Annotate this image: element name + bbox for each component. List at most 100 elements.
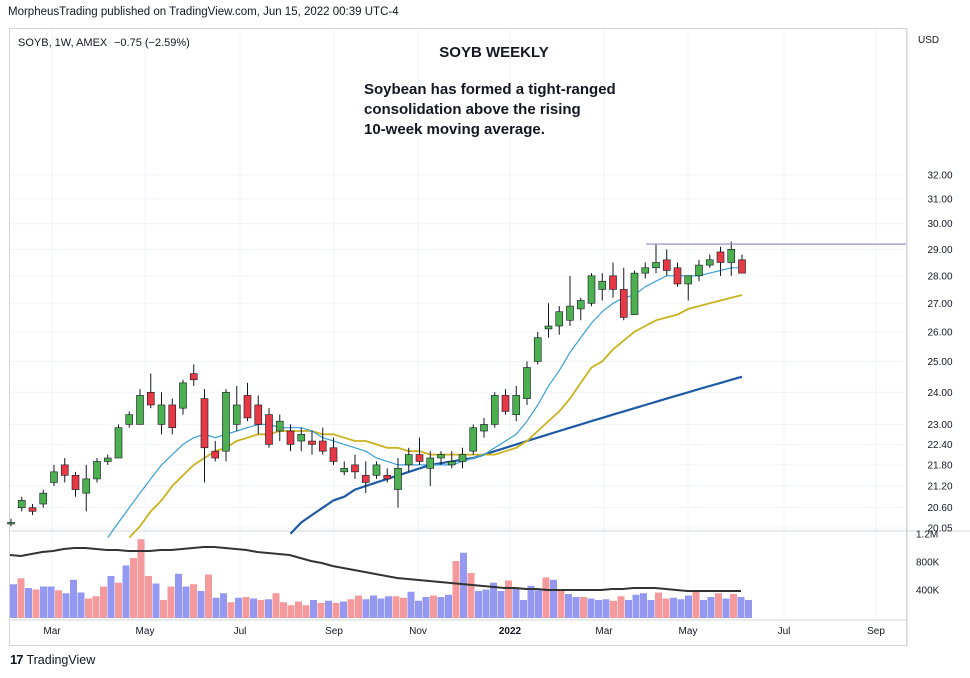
volume-bar [272, 593, 280, 618]
candle [28, 504, 37, 516]
candle [641, 262, 650, 279]
volume-bar [460, 552, 467, 618]
ma20-line [128, 294, 743, 539]
tradingview-brand: TradingView [26, 652, 96, 667]
candle [662, 249, 671, 276]
price-tick-label: 23.00 [927, 420, 952, 431]
candle [566, 275, 574, 327]
volume-bar [490, 582, 497, 618]
time-tick-label: Sep [325, 626, 343, 637]
annotation-line: consolidation above the rising [364, 101, 581, 118]
candle [372, 461, 381, 479]
candle [297, 427, 306, 452]
candle [265, 408, 273, 448]
volume-bar [370, 595, 377, 618]
candle-body [673, 267, 682, 285]
candle [114, 424, 123, 459]
volume-bar [535, 590, 542, 618]
candle-body [232, 404, 241, 425]
symbol-change: −0.75 (−2.59%) [114, 37, 190, 49]
candle-body [404, 454, 413, 466]
candle-body [544, 325, 553, 330]
price-tick-label: 22.40 [927, 440, 952, 451]
time-tick-label: Nov [409, 626, 427, 637]
candle-body [28, 507, 37, 512]
volume-bar [242, 597, 250, 618]
volume-bar [557, 590, 565, 618]
volume-bar [287, 605, 295, 618]
time-tick-label: Mar [595, 626, 613, 637]
volume-bar [602, 599, 610, 618]
volume-bar [205, 574, 212, 618]
volume-bar [527, 585, 535, 618]
volume-bar [62, 593, 70, 618]
candle [684, 275, 693, 301]
volume-bar [475, 591, 482, 618]
volume-bar [692, 591, 700, 618]
candle [71, 471, 80, 497]
candle-body [619, 289, 628, 318]
candle [630, 270, 639, 315]
annotation-line: 10-week moving average. [364, 121, 545, 138]
candle-body [340, 468, 349, 473]
volume-bar [32, 589, 40, 618]
volume-bar [265, 599, 272, 618]
candle-body [243, 395, 252, 419]
candle [329, 437, 338, 465]
candle-body [738, 259, 746, 274]
candle-body [705, 259, 714, 266]
volume-bar [505, 580, 512, 618]
price-tick-label: 21.80 [927, 460, 952, 471]
volume-bar [107, 576, 115, 618]
volume-bar [715, 593, 722, 618]
candle-body [426, 457, 435, 469]
candle [189, 364, 198, 387]
candle [587, 273, 596, 307]
candle-body [555, 311, 564, 327]
volume-bar [670, 597, 677, 618]
volume-tick-label: 400K [916, 586, 940, 597]
candle [232, 386, 241, 432]
volume-bar [647, 600, 655, 618]
volume-bar [662, 598, 670, 618]
candle-body [394, 468, 402, 490]
candle [447, 451, 456, 469]
candle [394, 458, 402, 508]
candle-body [157, 404, 166, 425]
candle [243, 382, 252, 422]
tradingview-footer[interactable]: 17 TradingView [10, 652, 95, 667]
candle-body [523, 367, 531, 399]
volume-bar [452, 561, 460, 618]
candle-body [189, 373, 198, 381]
candle-body [695, 264, 703, 277]
candle [404, 447, 413, 472]
candle-body [684, 275, 693, 285]
candle-body [512, 395, 521, 415]
volume-bar [115, 582, 122, 618]
candle [738, 254, 746, 274]
candle-body [351, 464, 359, 473]
candle [351, 454, 359, 479]
volume-bar [40, 586, 47, 618]
volume-bar [130, 558, 137, 618]
volume-bar [655, 592, 662, 618]
candle [555, 306, 564, 335]
price-tick-label: 24.00 [927, 388, 952, 399]
volume-tick-label: 1.2M [916, 530, 938, 541]
volume-bar [542, 577, 550, 618]
candle [179, 379, 187, 415]
candle-body [136, 395, 144, 425]
volume-bar [730, 594, 737, 618]
volume-bar [355, 595, 362, 618]
volume-bar [422, 597, 430, 618]
candle [512, 386, 521, 422]
publish-header: MorpheusTrading published on TradingView… [8, 6, 399, 18]
candle [168, 398, 177, 435]
candle-body [146, 391, 155, 406]
candle-body [501, 395, 510, 412]
candle [318, 427, 327, 455]
volume-bar [685, 595, 692, 618]
candle [695, 259, 703, 282]
volume-bar [152, 583, 160, 618]
